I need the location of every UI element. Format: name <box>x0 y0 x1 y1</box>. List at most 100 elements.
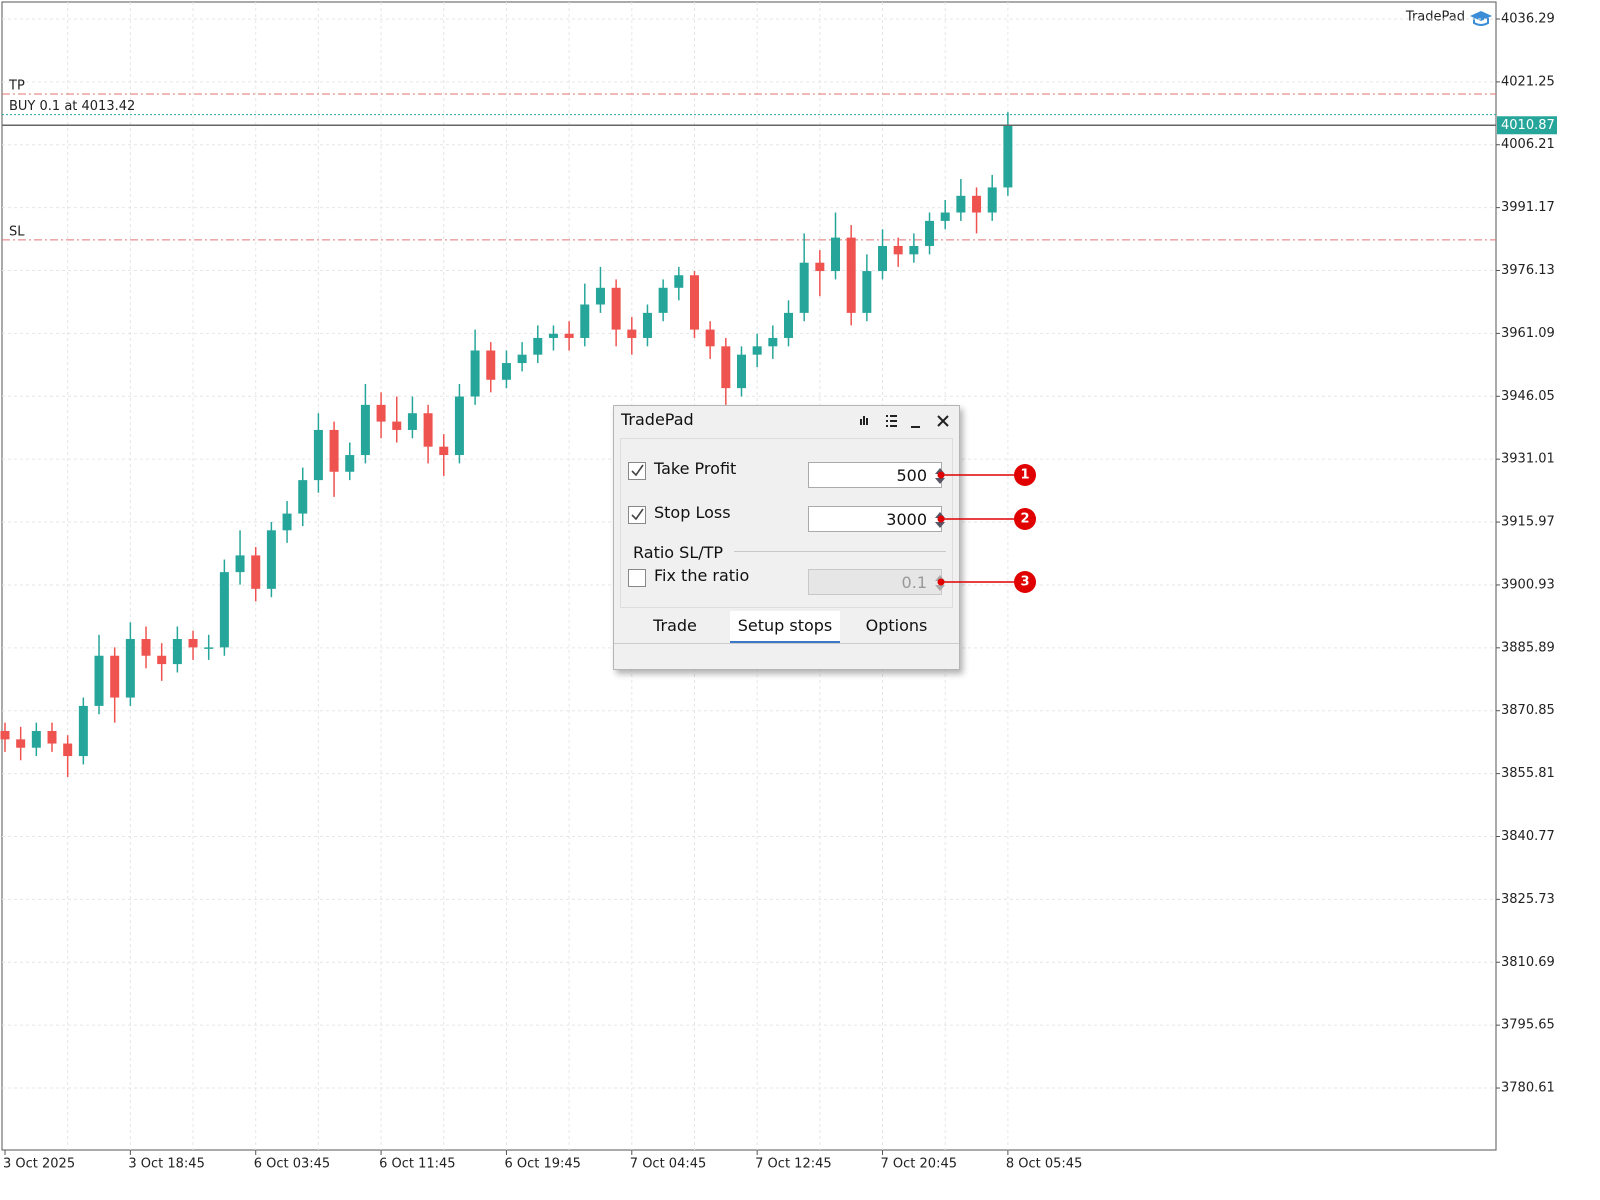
candle-body <box>16 739 26 748</box>
candle-body <box>564 333 574 338</box>
candle-body <box>736 354 746 389</box>
candle-body <box>752 346 762 355</box>
y-tick-label: 3946.05 <box>1501 389 1555 404</box>
y-tick-label: 3810.69 <box>1501 955 1555 970</box>
candle-body <box>31 730 41 748</box>
row-label: Take Profit <box>654 459 737 478</box>
y-tick-label: 3900.93 <box>1501 577 1555 592</box>
candle-body <box>501 363 511 380</box>
candle-body <box>909 245 919 255</box>
candle-body <box>298 480 308 514</box>
tab[interactable]: Setup stops <box>730 611 840 643</box>
candle-body <box>580 304 590 338</box>
y-tick-label: 3931.01 <box>1501 452 1555 467</box>
number-input[interactable]: 3000 <box>808 506 942 532</box>
candle-body <box>784 312 793 338</box>
candle-body <box>47 730 57 744</box>
tab[interactable]: Trade <box>653 616 697 635</box>
candle-body <box>141 639 151 656</box>
y-tick-label: 3855.81 <box>1501 766 1555 781</box>
y-tick-label: 3976.13 <box>1501 263 1555 278</box>
candle-body <box>63 743 73 757</box>
x-tick-label: 7 Oct 20:45 <box>881 1157 957 1172</box>
tab-separator <box>614 643 959 644</box>
level-label: TP <box>8 78 25 93</box>
candle-body <box>188 639 198 648</box>
x-tick-label: 3 Oct 2025 <box>3 1157 75 1172</box>
y-tick-label: 3885.89 <box>1501 640 1555 655</box>
candle-body <box>125 639 135 698</box>
x-tick-label: 6 Oct 03:45 <box>254 1157 330 1172</box>
candle-body <box>407 413 417 430</box>
grid <box>2 2 1496 1150</box>
spinner[interactable] <box>933 508 947 532</box>
candle-body <box>345 455 355 472</box>
level-label: SL <box>9 224 25 239</box>
candle-body <box>94 655 104 706</box>
x-tick-label: 6 Oct 11:45 <box>379 1157 455 1172</box>
candle-body <box>110 655 120 698</box>
candle-body <box>251 555 261 589</box>
checkbox[interactable] <box>628 462 646 480</box>
candle-body <box>611 287 621 330</box>
candle-body <box>439 446 449 456</box>
candle-body <box>799 262 809 313</box>
candle-body <box>1003 125 1013 188</box>
x-tick-label: 8 Oct 05:45 <box>1006 1157 1082 1172</box>
current-price-label: 4010.87 <box>1501 118 1555 133</box>
y-tick-label: 3780.61 <box>1501 1081 1555 1096</box>
candle-body <box>956 195 966 213</box>
candle-body <box>392 421 402 430</box>
candle-body <box>282 513 292 531</box>
row-label: Stop Loss <box>654 503 731 522</box>
candle-body <box>658 287 668 313</box>
candle-body <box>705 329 715 347</box>
checkbox[interactable] <box>628 569 646 587</box>
candle-body <box>172 639 182 665</box>
candle-body <box>815 262 825 272</box>
x-tick-label: 7 Oct 04:45 <box>630 1157 706 1172</box>
dialog-title: TradePad <box>621 410 694 429</box>
spinner <box>935 575 945 591</box>
candle-body <box>674 275 684 288</box>
candle-body <box>862 271 872 313</box>
x-tick-label: 3 Oct 18:45 <box>128 1157 204 1172</box>
candle-body <box>423 413 433 447</box>
candle-body <box>768 337 778 347</box>
y-tick-label: 3961.09 <box>1501 326 1555 341</box>
candle-body <box>329 429 339 472</box>
candle-body <box>313 429 323 481</box>
x-tick-label: 7 Oct 12:45 <box>755 1157 831 1172</box>
title-buttons[interactable] <box>854 412 954 432</box>
candle-body <box>78 705 88 757</box>
candle-body <box>360 404 370 456</box>
candle-body <box>157 655 167 665</box>
indicator-label: TradePad <box>1405 10 1465 25</box>
level-label: BUY 0.1 at 4013.42 <box>9 99 135 114</box>
candle-body <box>987 187 997 213</box>
group-line <box>734 551 946 552</box>
candle-body <box>972 195 982 213</box>
y-tick-label: 4006.21 <box>1501 137 1555 152</box>
spinner[interactable] <box>933 464 947 488</box>
candle-body <box>642 312 652 338</box>
current-price-box <box>1497 116 1557 135</box>
tab[interactable]: Options <box>865 616 928 635</box>
candle-body <box>454 396 464 456</box>
candle-body <box>721 346 731 389</box>
number-input[interactable]: 500 <box>808 462 942 488</box>
y-tick-label: 3991.17 <box>1501 200 1555 215</box>
candle-body <box>627 329 637 338</box>
candle-body <box>893 245 903 255</box>
row-label: Fix the ratio <box>654 566 750 585</box>
candle-body <box>878 245 888 272</box>
candle-body <box>925 220 935 246</box>
candle-body <box>940 212 950 221</box>
candle-body <box>0 730 10 740</box>
checkbox[interactable] <box>628 506 646 524</box>
y-tick-label: 3840.77 <box>1501 829 1555 844</box>
candle-body <box>486 350 496 380</box>
